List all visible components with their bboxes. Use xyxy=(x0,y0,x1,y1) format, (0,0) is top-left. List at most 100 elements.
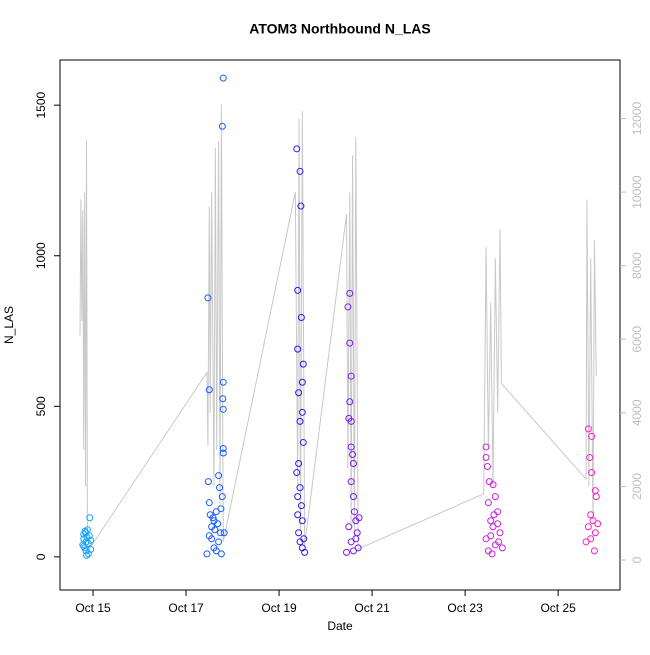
y2-tick-label: 8000 xyxy=(630,252,644,279)
point xyxy=(591,529,599,537)
point xyxy=(345,523,353,531)
point xyxy=(344,303,352,311)
point xyxy=(205,499,213,507)
point xyxy=(347,443,355,451)
point xyxy=(349,547,357,555)
point xyxy=(587,535,595,543)
point xyxy=(484,499,492,507)
point xyxy=(218,493,226,501)
point xyxy=(294,345,302,353)
point xyxy=(352,535,360,543)
point xyxy=(296,417,304,425)
point xyxy=(87,545,95,553)
y2-tick-label: 12000 xyxy=(630,101,644,135)
y-tick-label: 0 xyxy=(34,553,48,560)
point xyxy=(216,484,224,492)
y2-tick-label: 4000 xyxy=(630,399,644,426)
plot-frame xyxy=(59,59,621,591)
point xyxy=(350,508,358,516)
point xyxy=(217,550,225,558)
point xyxy=(298,517,306,525)
point xyxy=(487,517,495,525)
point xyxy=(219,405,227,413)
y-tick-label: 1000 xyxy=(34,242,48,269)
point xyxy=(594,520,602,528)
y-tick-label: 1500 xyxy=(34,92,48,119)
point xyxy=(346,289,354,297)
point xyxy=(590,547,598,555)
point xyxy=(349,450,357,458)
point xyxy=(297,202,305,210)
point xyxy=(495,538,503,546)
point xyxy=(220,529,228,537)
point xyxy=(298,378,306,386)
point xyxy=(293,469,301,477)
point xyxy=(215,538,223,546)
point xyxy=(297,502,305,510)
point xyxy=(293,145,301,153)
chart-title: ATOM3 Northbound N_LAS xyxy=(249,21,430,37)
point xyxy=(203,550,211,558)
point xyxy=(588,469,596,477)
point xyxy=(592,493,600,501)
point xyxy=(80,542,88,550)
point xyxy=(346,339,354,347)
point xyxy=(584,425,592,433)
y2-tick-label: 6000 xyxy=(630,326,644,353)
point xyxy=(82,529,90,537)
point xyxy=(483,463,491,471)
point xyxy=(490,511,498,519)
y-axis-label: N_LAS xyxy=(2,306,16,344)
point xyxy=(294,286,302,294)
point xyxy=(204,294,212,302)
point xyxy=(296,167,304,175)
point xyxy=(294,493,302,501)
point xyxy=(204,478,212,486)
point xyxy=(347,372,355,380)
point xyxy=(205,532,213,540)
point xyxy=(586,454,594,461)
point xyxy=(482,454,490,461)
point xyxy=(299,438,307,446)
point xyxy=(298,408,306,416)
point xyxy=(219,444,227,452)
point xyxy=(295,529,303,537)
x-tick-label: Oct 17 xyxy=(168,601,204,615)
point xyxy=(349,460,357,468)
point xyxy=(491,493,499,501)
point xyxy=(489,481,497,489)
point xyxy=(300,535,308,543)
point xyxy=(299,360,307,368)
point xyxy=(295,389,303,397)
point xyxy=(346,398,354,406)
point xyxy=(214,520,222,528)
point xyxy=(297,313,305,321)
point xyxy=(494,520,502,528)
point xyxy=(205,386,213,394)
point xyxy=(496,529,504,537)
point xyxy=(294,511,302,519)
point xyxy=(87,536,95,544)
point xyxy=(211,526,219,534)
x-tick-label: Oct 19 xyxy=(261,601,297,615)
y-tick-label: 500 xyxy=(34,396,48,416)
x-axis-label: Date xyxy=(327,619,353,633)
point xyxy=(355,514,363,522)
x-tick-label: Oct 21 xyxy=(354,601,390,615)
x-tick-label: Oct 23 xyxy=(447,601,483,615)
x-tick-label: Oct 15 xyxy=(75,601,111,615)
point xyxy=(343,548,351,556)
point xyxy=(301,548,309,556)
point xyxy=(209,514,217,522)
point xyxy=(219,395,227,403)
point xyxy=(86,514,94,522)
y2-tick-label: 10000 xyxy=(630,175,644,209)
point xyxy=(217,505,225,513)
point xyxy=(588,432,596,440)
point xyxy=(219,378,227,386)
point xyxy=(488,550,496,558)
x-tick-label: Oct 25 xyxy=(540,601,576,615)
point xyxy=(212,547,220,555)
